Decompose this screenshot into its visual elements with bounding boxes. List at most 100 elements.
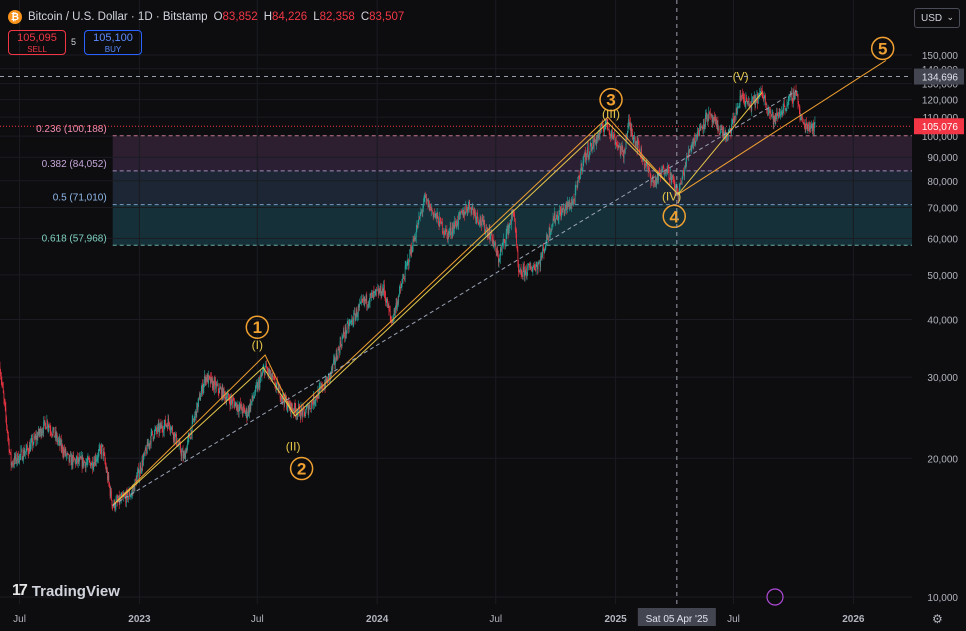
candle-body: [634, 137, 636, 146]
candle-body: [417, 225, 418, 228]
candle-body: [2, 386, 4, 394]
candle-body: [301, 410, 303, 417]
candle-body: [163, 431, 164, 433]
candle-body: [580, 171, 581, 180]
gear-icon[interactable]: ⚙: [932, 612, 943, 626]
candle-body: [548, 227, 550, 240]
candle-body: [579, 177, 581, 180]
candle-body: [390, 315, 392, 320]
candle-body: [300, 407, 302, 418]
candle-body: [679, 182, 681, 185]
candle-body: [466, 208, 468, 212]
candle-body: [133, 485, 134, 490]
candle-body: [2, 383, 3, 387]
candle-body: [706, 112, 708, 122]
candle-body: [208, 375, 210, 377]
candle-body: [62, 444, 63, 453]
candle-body: [102, 444, 104, 456]
candle-body: [7, 431, 9, 436]
candle-body: [435, 213, 437, 215]
candle-body: [358, 306, 360, 308]
candle-body: [804, 127, 806, 129]
candle-body: [686, 155, 688, 157]
candle-body: [15, 454, 16, 460]
candle-body: [221, 388, 222, 398]
candle-body: [494, 244, 495, 247]
candle-body: [776, 113, 777, 120]
candle-body: [192, 418, 194, 421]
candle-body: [81, 456, 83, 468]
candle-body: [150, 441, 151, 445]
candle-body: [464, 212, 466, 216]
fib-level-label: 0.382 (84,052): [42, 159, 107, 170]
candle-body: [478, 222, 480, 224]
candle-body: [71, 456, 73, 466]
candle-body: [36, 435, 37, 441]
candle-body: [427, 199, 429, 208]
candle-body: [419, 216, 420, 219]
candle-body: [513, 212, 515, 216]
candle-body: [632, 138, 634, 140]
candle-body: [220, 388, 222, 390]
candle-body: [805, 122, 807, 129]
candle-body: [518, 263, 519, 272]
candle-body: [382, 288, 384, 292]
candle-body: [152, 434, 154, 439]
candle-body: [696, 134, 698, 137]
candle-body: [592, 139, 594, 148]
candle-body: [420, 212, 422, 214]
candle-body: [584, 151, 586, 157]
candle-body: [0, 376, 2, 381]
x-tick-label: Jul: [727, 614, 740, 625]
candle-body: [491, 229, 493, 237]
candle-body: [686, 155, 687, 163]
candle-body: [184, 452, 186, 460]
candle-body: [527, 266, 529, 275]
candle-body: [402, 278, 403, 283]
candle-body: [322, 384, 323, 390]
currency-selector[interactable]: USD ⌄: [914, 8, 960, 28]
candle-body: [699, 126, 701, 130]
candle-body: [405, 265, 407, 267]
candle-body: [725, 130, 727, 140]
candle-body: [86, 462, 87, 464]
candle-body: [613, 133, 614, 139]
candle-body: [89, 460, 91, 463]
candle-body: [163, 424, 165, 432]
candle-body: [198, 394, 200, 398]
candle-body: [619, 146, 620, 148]
x-tick-label: Jul: [13, 614, 26, 625]
candle-body: [656, 178, 657, 186]
candle-body: [497, 250, 499, 256]
candle-body: [292, 410, 294, 411]
candle-body: [268, 369, 269, 374]
candle-body: [229, 400, 231, 406]
sell-button[interactable]: 105,095 SELL: [8, 30, 66, 55]
sell-label: SELL: [27, 45, 47, 54]
candle-body: [76, 456, 78, 460]
candle-body: [646, 163, 648, 165]
candle-body: [258, 380, 260, 388]
candle-body: [441, 222, 443, 224]
candle-body: [693, 137, 695, 144]
candle-body: [750, 104, 751, 106]
candle-body: [528, 263, 530, 265]
candle-body: [573, 198, 575, 201]
candle-body: [654, 181, 656, 184]
candle-body: [326, 378, 328, 383]
candle-body: [754, 95, 755, 103]
buy-button[interactable]: 105,100 BUY: [84, 30, 142, 55]
candle-body: [616, 142, 618, 145]
candle-body: [228, 398, 230, 401]
candle-body: [791, 92, 793, 102]
candle-body: [760, 89, 762, 93]
candle-body: [255, 386, 256, 395]
candle-body: [794, 93, 796, 100]
candle-body: [380, 285, 381, 293]
candle-body: [157, 426, 158, 432]
candle-body: [567, 201, 568, 209]
candle-body: [560, 211, 562, 218]
candle-body: [671, 176, 673, 177]
candle-body: [434, 213, 435, 216]
